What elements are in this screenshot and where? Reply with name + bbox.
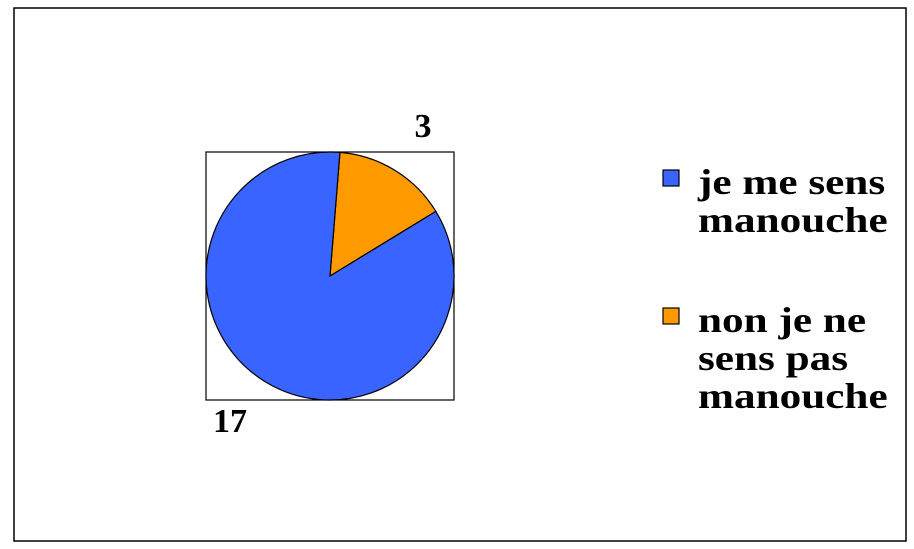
data-label: 17 [213, 403, 247, 440]
pie-slice [329, 151, 437, 278]
legend-swatch [662, 169, 680, 187]
data-label: 3 [415, 108, 432, 145]
legend-label: non je ne sens pas manouche [698, 300, 888, 416]
legend-swatch [662, 307, 680, 325]
chart-border [13, 7, 907, 542]
pie-slice [205, 151, 455, 401]
legend-label: je me sens manouche [698, 162, 888, 240]
